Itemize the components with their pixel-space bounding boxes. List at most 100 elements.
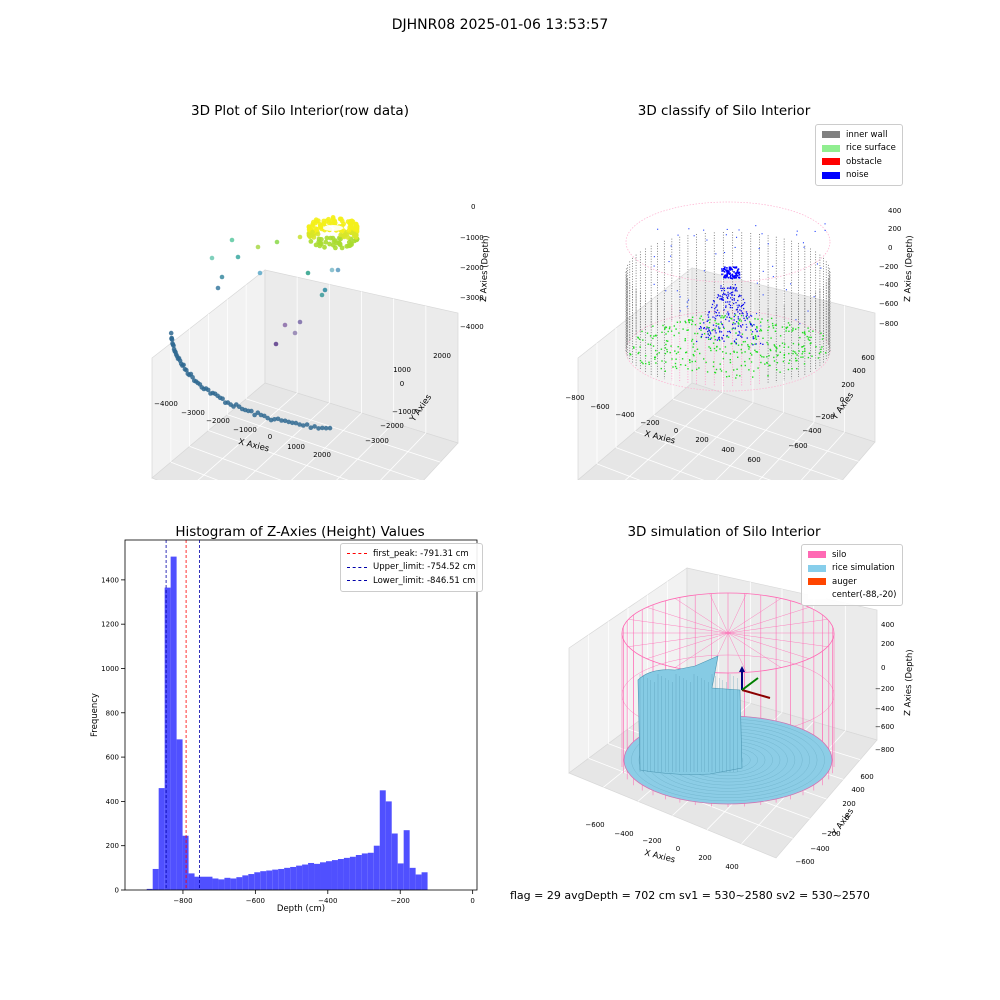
raw-point: [290, 420, 295, 426]
noise-point: [737, 316, 739, 318]
noise-point: [717, 294, 719, 296]
classify-y-tick: −200: [815, 413, 834, 421]
noise-point: [725, 274, 728, 277]
simulation-y-tick: 400: [851, 786, 864, 794]
raw-point: [308, 425, 314, 431]
floor-point: [685, 351, 687, 354]
raw-point: [334, 240, 340, 246]
raw-y-tick: 1000: [393, 366, 411, 374]
noise-point: [708, 312, 710, 314]
auger-axis-x: [741, 689, 771, 699]
noise-point: [737, 306, 739, 308]
floor-point: [719, 339, 721, 342]
raw-point: [310, 229, 315, 235]
noise-point: [719, 331, 721, 333]
rice-simulation-body: [637, 655, 743, 775]
noise-point: [731, 298, 733, 301]
floor-point: [748, 369, 750, 371]
floor-point: [783, 353, 786, 356]
floor-point: [770, 317, 773, 320]
floor-point: [811, 355, 813, 357]
raw-point: [338, 216, 344, 222]
floor-point: [673, 334, 675, 337]
floor-point: [652, 345, 655, 347]
floor-point: [798, 350, 800, 352]
noise-point: [728, 268, 731, 270]
legend-swatch: [822, 144, 840, 152]
noise-point: [677, 234, 679, 236]
noise-point: [721, 336, 723, 339]
noise-point: [735, 273, 738, 276]
classify-z-tick: −400: [879, 281, 898, 289]
noise-point: [751, 331, 754, 333]
floor-point: [820, 332, 822, 334]
legend-entry-noise: noise: [822, 169, 896, 183]
floor-point: [652, 325, 654, 327]
floor-point: [684, 320, 686, 323]
histogram-bar: [164, 587, 171, 890]
noise-point: [762, 270, 764, 272]
noise-point: [749, 322, 752, 324]
floor-point: [759, 330, 761, 332]
floor-point: [738, 319, 740, 322]
noise-point: [720, 298, 723, 301]
noise-point: [731, 277, 733, 280]
floor-point: [784, 343, 786, 345]
gridline: [246, 398, 441, 463]
floor-point: [768, 364, 770, 367]
floor-point: [820, 348, 822, 350]
floor-point: [818, 352, 821, 355]
noise-point: [738, 330, 740, 333]
floor-point: [689, 359, 691, 361]
classify-gridlines: [596, 275, 859, 480]
floor-point: [655, 349, 657, 352]
floor-point: [649, 335, 652, 337]
noise-point: [728, 273, 731, 275]
noise-point: [703, 327, 705, 329]
floor-point: [714, 319, 716, 322]
histogram-title: Histogram of Z-Axies (Height) Values: [175, 524, 425, 540]
noise-point: [721, 273, 723, 276]
floor-point: [653, 335, 655, 337]
noise-point: [670, 245, 672, 247]
floor-point: [787, 322, 790, 324]
noise-point: [724, 293, 726, 296]
noise-point: [724, 252, 726, 254]
floor-point: [706, 326, 708, 328]
noise-point: [688, 228, 690, 230]
raw-point: [292, 330, 298, 336]
floor-point: [766, 341, 768, 344]
floor-point: [738, 323, 740, 325]
noise-point: [665, 290, 667, 292]
noise-point: [720, 298, 723, 300]
floor-point: [665, 343, 667, 346]
gridline: [634, 431, 772, 480]
noise-point: [737, 299, 739, 302]
floor-point: [740, 314, 743, 317]
raw-x-tick: 1000: [287, 443, 305, 451]
gridline: [596, 463, 641, 480]
noise-point: [740, 306, 742, 308]
simulation-z-tick: 200: [881, 640, 894, 648]
classify-z-tick: 400: [888, 207, 901, 215]
raw-point: [322, 244, 327, 250]
floor-point: [786, 326, 789, 328]
floor-point: [687, 329, 689, 331]
noise-point: [733, 302, 735, 305]
histogram-bar: [200, 876, 207, 890]
noise-point: [813, 296, 815, 298]
noise-point: [732, 266, 735, 268]
floor-point: [815, 346, 817, 348]
floor-point: [674, 350, 676, 352]
floor-point: [712, 365, 715, 368]
histogram-bar: [296, 865, 303, 890]
raw-cluster-core: [323, 225, 343, 231]
legend-entry-silo: silo: [808, 548, 896, 562]
noise-point: [728, 303, 730, 305]
legend-swatch: [808, 564, 826, 572]
floor-point: [694, 324, 697, 326]
floor-point: [705, 361, 707, 364]
noise-point: [700, 335, 703, 338]
noise-point: [715, 325, 717, 327]
floor-point: [679, 347, 682, 350]
